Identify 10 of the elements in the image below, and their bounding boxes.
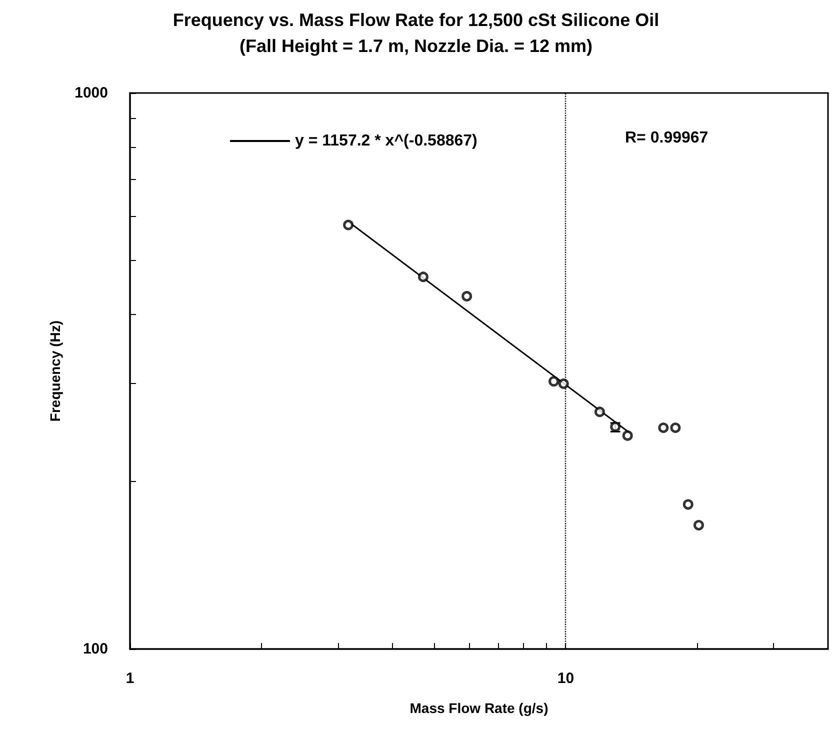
chart-subtitle: (Fall Height = 1.7 m, Nozzle Dia. = 12 mm): [239, 36, 593, 56]
legend-label: y = 1157.2 * x^(-0.58867): [295, 132, 478, 150]
annotation: R= 0.99967: [625, 130, 708, 146]
chart-title: Frequency vs. Mass Flow Rate for 12,500 cSt Silicone Oil: [172, 10, 660, 30]
x-tick-label: 1: [126, 670, 134, 687]
y-axis-title: Frequency (Hz): [47, 320, 63, 422]
x-axis-title: Mass Flow Rate (g/s): [410, 700, 548, 716]
x-tick-label: 10: [557, 670, 574, 687]
y-tick-label: 100: [82, 640, 108, 658]
y-tick-label: 1000: [74, 84, 108, 102]
